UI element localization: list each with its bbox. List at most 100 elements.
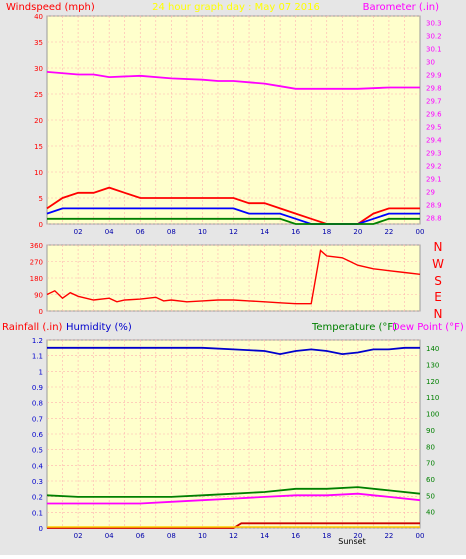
x-tick-label: 12 <box>229 228 238 236</box>
y-tick-label-left: 0.7 <box>32 415 43 423</box>
y-tick-label-left: 0.6 <box>32 431 44 439</box>
x-tick-label: 22 <box>384 532 393 540</box>
y-tick-label-left: 0.2 <box>32 494 43 502</box>
barometer-axis-title: Barometer (.in) <box>363 2 439 13</box>
axes: 051015202530354028.828.92929.129.229.329… <box>30 13 443 540</box>
y-tick-label-left: 180 <box>30 275 43 283</box>
y-tick-label-left: 0 <box>39 525 43 533</box>
y-tick-label-right: 29.1 <box>426 176 442 184</box>
rainfall-axis-title: Rainfall (.in) <box>2 322 63 333</box>
y-tick-label-right: 28.9 <box>426 202 442 210</box>
y-tick-label-right: 80 <box>426 443 435 451</box>
y-tick-label-left: 270 <box>30 259 43 267</box>
x-tick-label: 16 <box>291 228 300 236</box>
y-tick-label-left: 1.1 <box>32 353 43 361</box>
y-tick-label-left: 0.4 <box>32 462 44 470</box>
x-tick-label: 04 <box>105 532 114 540</box>
humidity-axis-title: Humidity (%) <box>66 322 132 333</box>
y-tick-label-left: 25 <box>34 91 43 99</box>
x-tick-label: 06 <box>136 532 145 540</box>
compass-label-n-bottom: N <box>434 307 443 321</box>
y-tick-label-right: 90 <box>426 427 435 435</box>
y-tick-label-right: 29 <box>426 189 435 197</box>
y-tick-label-right: 29.4 <box>426 137 442 145</box>
y-tick-label-left: 0.3 <box>32 478 43 486</box>
x-tick-label: 00 <box>416 228 425 236</box>
compass-label-w: W <box>432 257 444 271</box>
y-tick-label-left: 5 <box>39 195 43 203</box>
y-tick-label-right: 29.5 <box>426 124 442 132</box>
y-tick-label-left: 1 <box>39 368 43 376</box>
y-tick-label-right: 29.8 <box>426 85 442 93</box>
x-tick-label: 18 <box>322 228 331 236</box>
y-tick-label-right: 50 <box>426 492 435 500</box>
y-tick-label-left: 360 <box>30 242 43 250</box>
y-tick-label-right: 120 <box>426 378 439 386</box>
x-tick-label: 12 <box>229 532 238 540</box>
y-tick-label-right: 40 <box>426 509 435 517</box>
x-tick-label: 20 <box>353 532 362 540</box>
y-tick-label-right: 28.8 <box>426 215 442 223</box>
y-tick-label-right: 29.9 <box>426 72 442 80</box>
series-line-temperature-f <box>46 486 421 498</box>
y-tick-label-right: 130 <box>426 362 439 370</box>
y-tick-label-left: 10 <box>34 169 43 177</box>
series-line-barometer-in <box>46 71 420 90</box>
x-tick-label: 02 <box>74 228 83 236</box>
y-tick-label-right: 30.2 <box>426 33 442 41</box>
y-tick-label-right: 100 <box>426 411 439 419</box>
y-tick-label-left: 40 <box>34 13 43 21</box>
y-tick-label-right: 29.3 <box>426 150 442 158</box>
dewpoint-axis-title: Dew Point (°F) <box>392 322 464 333</box>
compass-label-e: E <box>434 290 442 304</box>
x-tick-label: 10 <box>198 532 207 540</box>
chart-title: 24 hour graph day : May 07 2016 <box>152 2 320 13</box>
compass-label-s: S <box>434 274 442 288</box>
y-tick-label-right: 70 <box>426 460 435 468</box>
y-tick-label-left: 0.9 <box>32 384 43 392</box>
x-tick-label: 10 <box>198 228 207 236</box>
y-tick-label-left: 15 <box>34 143 43 151</box>
y-tick-label-left: 20 <box>34 117 43 125</box>
x-tick-label: 14 <box>260 228 269 236</box>
series-line-rainfall-in <box>47 522 420 529</box>
y-tick-label-left: 90 <box>34 292 43 300</box>
x-tick-label: 22 <box>384 228 393 236</box>
y-tick-label-right: 60 <box>426 476 435 484</box>
series-line-wind-low <box>47 217 420 225</box>
x-tick-label: 16 <box>291 532 300 540</box>
y-tick-label-left: 0 <box>39 308 43 316</box>
sunset-label: Sunset <box>338 537 365 546</box>
x-tick-label: 08 <box>167 228 176 236</box>
x-tick-label: 06 <box>136 228 145 236</box>
y-tick-label-right: 30 <box>426 59 435 67</box>
y-tick-label-right: 29.7 <box>426 98 442 106</box>
temperature-axis-title: Temperature (°F) <box>311 322 397 333</box>
y-tick-label-left: 35 <box>34 39 43 47</box>
windspeed-axis-title: Windspeed (mph) <box>6 2 95 13</box>
x-tick-label: 04 <box>105 228 114 236</box>
x-tick-label: 08 <box>167 532 176 540</box>
y-tick-label-left: 1.2 <box>32 337 43 345</box>
y-tick-label-left: 0.1 <box>32 509 43 517</box>
compass-label-n-top: N <box>434 240 443 254</box>
y-tick-label-right: 140 <box>426 345 439 353</box>
series-line-dew-point-f <box>47 492 421 505</box>
y-tick-label-right: 29.6 <box>426 111 442 119</box>
series-line-humidity <box>47 346 420 356</box>
y-tick-label-left: 30 <box>34 65 43 73</box>
y-tick-label-left: 0.5 <box>32 447 43 455</box>
x-tick-label: 18 <box>322 532 331 540</box>
y-tick-label-right: 30.3 <box>426 20 442 28</box>
x-tick-label: 20 <box>353 228 362 236</box>
y-tick-label-left: 0.8 <box>32 400 43 408</box>
x-tick-label: 00 <box>416 532 425 540</box>
series-line-direction <box>46 249 421 305</box>
y-tick-label-right: 110 <box>426 394 439 402</box>
y-tick-label-left: 0 <box>39 221 43 229</box>
x-tick-label: 02 <box>74 532 83 540</box>
y-tick-label-right: 29.2 <box>426 163 442 171</box>
series-lines <box>46 71 421 529</box>
